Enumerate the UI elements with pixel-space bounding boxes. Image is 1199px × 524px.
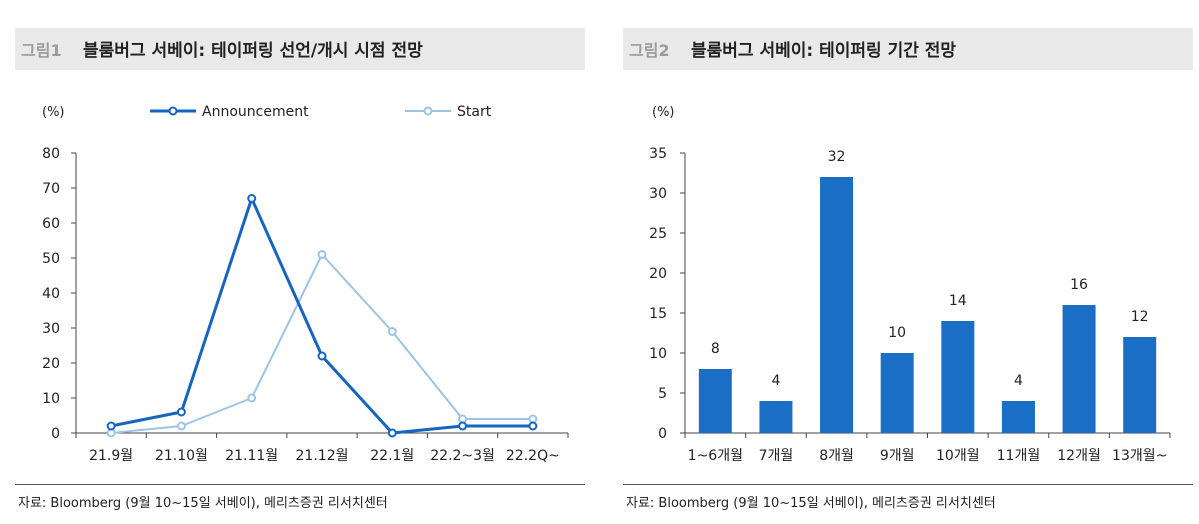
y-tick-label: 15 (649, 306, 667, 322)
y-tick-label: 30 (42, 321, 60, 337)
legend-label-0: Announcement (202, 104, 309, 120)
y-tick-label: 20 (649, 266, 667, 282)
y-tick-label: 35 (649, 146, 667, 162)
data-point-announcement (106, 421, 116, 431)
line-chart: (%) 0 10 20 30 40 50 60 70 80 21.9월 21.10월 21.11월 21.… (42, 104, 569, 464)
y-tick-label: 30 (649, 186, 667, 202)
figure2-source-divider (623, 484, 1193, 485)
bar (698, 369, 732, 433)
bar (1123, 337, 1157, 433)
data-point-announcement (528, 421, 538, 431)
figure1-source-divider (15, 484, 585, 485)
figure1-label: 그림1 (21, 41, 62, 60)
x-tick-label: 8개월 (819, 448, 854, 464)
data-point-start (176, 421, 186, 431)
figure1-title: 블룸버그 서베이: 테이퍼링 선언/개시 시점 전망 (83, 41, 423, 61)
figure2-title: 블룸버그 서베이: 테이퍼링 기간 전망 (691, 41, 957, 61)
figure2-title-bar: 그림2 블룸버그 서베이: 테이퍼링 기간 전망 (623, 28, 1193, 70)
legend-marker-0 (168, 106, 178, 116)
x-tick-label: 10개월 (936, 448, 980, 464)
y-tick-label: 10 (42, 391, 60, 407)
x-tick-label: 11개월 (997, 448, 1041, 464)
data-label: 14 (949, 293, 967, 309)
x-tick-label: 22.2~3월 (430, 448, 495, 464)
figure2-source: 자료: Bloomberg (9월 10~15일 서베이), 메리츠증권 리서치… (626, 496, 996, 511)
figure2-label: 그림2 (629, 41, 670, 60)
y-tick-label: 60 (42, 216, 60, 232)
legend-marker-1 (423, 106, 433, 116)
figure1-source: 자료: Bloomberg (9월 10~15일 서베이), 메리츠증권 리서치… (18, 496, 388, 511)
y-tick-label: 0 (51, 426, 60, 442)
x-tick-label: 9개월 (880, 448, 915, 464)
data-label: 32 (828, 149, 846, 165)
y-tick-label: 50 (42, 251, 60, 267)
data-point-announcement (317, 351, 327, 361)
bar (941, 321, 975, 433)
data-label: 12 (1131, 309, 1149, 325)
x-tick-label: 21.11월 (225, 448, 278, 464)
x-tick-label: 12개월 (1057, 448, 1101, 464)
x-tick-label: 21.12월 (296, 448, 349, 464)
bar-chart: (%) 0 5 10 15 20 25 30 35 1~6개월 7개월 8개월 9개월 10개월 11개월 1… (649, 105, 1171, 464)
bar (1001, 401, 1035, 433)
y-tick-label: 80 (42, 146, 60, 162)
y-tick-label: 0 (658, 426, 667, 442)
x-tick-label: 21.10월 (155, 448, 208, 464)
x-tick-label: 13개월~ (1112, 448, 1167, 464)
y-tick-label: 40 (42, 286, 60, 302)
data-label: 4 (771, 373, 780, 389)
data-point-start (317, 250, 327, 259)
x-tick-label: 21.9월 (89, 448, 133, 464)
data-label: 16 (1070, 277, 1088, 293)
data-point-announcement (387, 428, 397, 438)
legend-label-1: Start (457, 104, 492, 120)
x-tick-label: 1~6개월 (688, 448, 743, 464)
y-tick-label: 10 (649, 346, 667, 362)
y-tick-label: 25 (649, 226, 667, 242)
x-tick-label: 22.1월 (370, 448, 414, 464)
bar (759, 401, 793, 433)
y-tick-label: 70 (42, 181, 60, 197)
y-tick-label: 20 (42, 356, 60, 372)
y-axis-unit-label: (%) (42, 105, 65, 120)
figure1-title-bar: 그림1 블룸버그 서베이: 테이퍼링 선언/개시 시점 전망 (15, 28, 585, 70)
data-point-announcement (247, 194, 257, 203)
data-point-announcement (176, 407, 186, 417)
y-axis-unit-label: (%) (652, 105, 675, 120)
bar (1062, 305, 1096, 433)
bar (880, 353, 914, 433)
data-point-announcement (458, 421, 468, 431)
data-label: 10 (888, 325, 906, 341)
x-tick-label: 7개월 (759, 448, 794, 464)
x-tick-label: 22.2Q~ (506, 448, 560, 464)
bar (820, 177, 854, 433)
data-point-start (387, 327, 397, 336)
data-label: 4 (1014, 373, 1023, 389)
data-label: 8 (711, 341, 720, 357)
y-tick-label: 5 (658, 386, 667, 402)
data-point-start (247, 393, 257, 403)
